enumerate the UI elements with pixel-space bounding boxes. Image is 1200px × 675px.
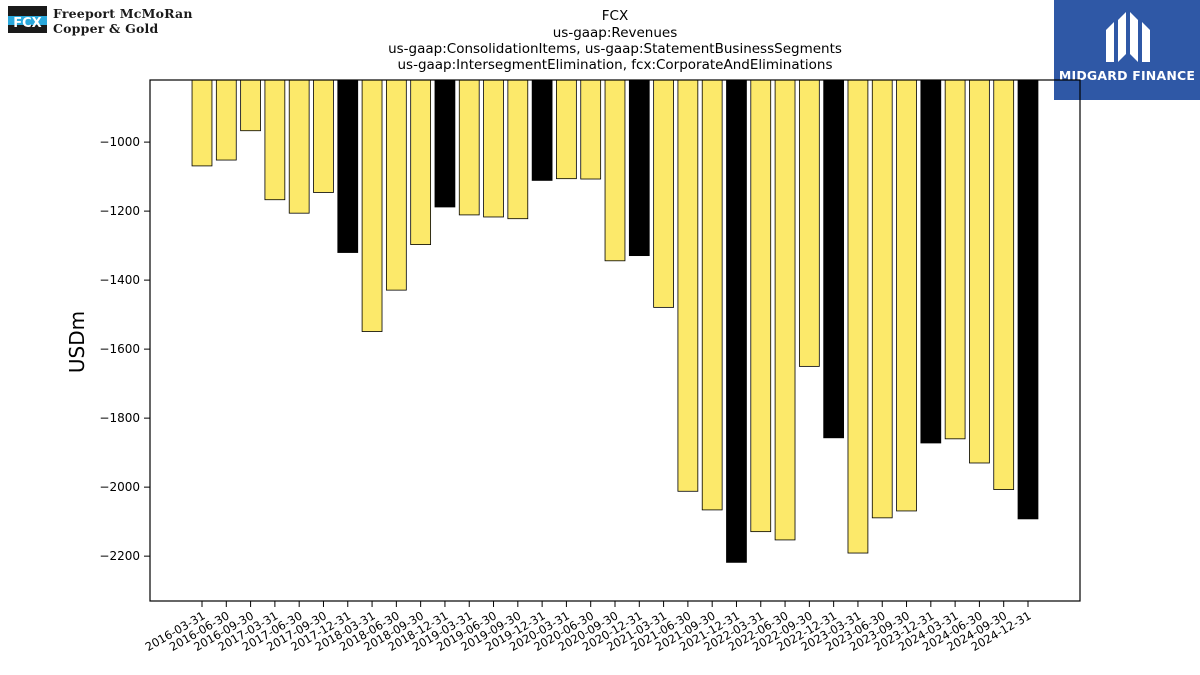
y-axis-ticks: −1000 −1200 −1400 −1600 −1800 −2000 −2200	[99, 135, 150, 563]
chart-title-line-4: us-gaap:IntersegmentElimination, fcx:Cor…	[397, 57, 832, 73]
y-tick-label: −2000	[99, 480, 140, 494]
bar-2024-06-30	[969, 79, 990, 464]
logo-mark: FCX	[13, 16, 41, 31]
bar-2019-06-30	[483, 79, 504, 218]
bar-2022-12-31	[823, 79, 845, 439]
bar-2022-03-31	[750, 79, 772, 533]
bars	[191, 79, 1039, 563]
bar-2019-09-30	[507, 79, 529, 220]
chart-title-line-1: FCX	[602, 8, 628, 24]
y-tick-label: −1600	[99, 342, 140, 356]
chart-title-line-3: us-gaap:ConsolidationItems, us-gaap:Stat…	[388, 41, 842, 57]
midgard-m-icon	[1106, 12, 1150, 62]
bar-2021-03-31	[653, 79, 674, 308]
bar-2017-12-31	[337, 79, 359, 253]
chart-title: FCX us-gaap:Revenues us-gaap:Consolidati…	[388, 8, 842, 73]
bar-2018-09-30	[410, 79, 432, 245]
x-axis-ticks: 2016-03-312016-06-302016-09-302017-03-31…	[143, 601, 1034, 654]
y-axis-label: USDm	[65, 311, 89, 373]
midgard-finance-logo: MIDGARD FINANCE	[1054, 0, 1200, 100]
fcx-logo-icon: FCX	[8, 6, 47, 33]
bar-2017-03-31	[264, 79, 286, 201]
bar-2021-06-30	[677, 79, 699, 492]
bar-2020-06-30	[580, 79, 602, 180]
brand-name: MIDGARD FINANCE	[1058, 68, 1196, 83]
bar-2018-06-30	[385, 79, 407, 291]
bar-2018-12-31	[434, 79, 456, 208]
bar-2017-09-30	[313, 79, 334, 193]
logo-line-1: Freeport McMoRan	[53, 6, 193, 21]
y-tick-label: −1800	[99, 411, 140, 425]
bar-2020-12-31	[628, 79, 650, 257]
logo-line-2: Copper & Gold	[53, 21, 158, 36]
bar-2022-09-30	[798, 79, 820, 367]
y-tick-label: −1200	[99, 204, 140, 218]
bar-2020-03-31	[556, 79, 577, 180]
bar-2023-12-31	[920, 79, 942, 444]
bar-2017-06-30	[288, 79, 310, 214]
bar-2020-09-30	[604, 79, 626, 262]
bar-2023-03-31	[847, 79, 869, 554]
bar-2024-09-30	[993, 79, 1015, 490]
bar-2023-06-30	[871, 79, 893, 519]
chart-title-line-2: us-gaap:Revenues	[553, 25, 678, 41]
bar-2022-06-30	[774, 79, 796, 541]
y-tick-label: −1400	[99, 273, 140, 287]
freeport-mcmoran-logo: FCX Freeport McMoRan Copper & Gold	[6, 5, 216, 37]
bar-2016-06-30	[215, 79, 237, 161]
bar-2024-12-31	[1017, 79, 1039, 520]
bar-2021-12-31	[726, 79, 747, 563]
bar-2021-09-30	[701, 79, 723, 511]
y-tick-label: −2200	[99, 549, 140, 563]
bar-2024-03-31	[944, 79, 966, 440]
bar-2018-03-31	[361, 79, 383, 332]
bar-2019-03-31	[458, 79, 480, 216]
bar-2016-09-30	[240, 79, 261, 132]
bar-2016-03-31	[191, 79, 213, 167]
bar-2019-12-31	[531, 79, 553, 181]
y-tick-label: −1000	[99, 135, 140, 149]
bar-2023-09-30	[896, 79, 917, 512]
